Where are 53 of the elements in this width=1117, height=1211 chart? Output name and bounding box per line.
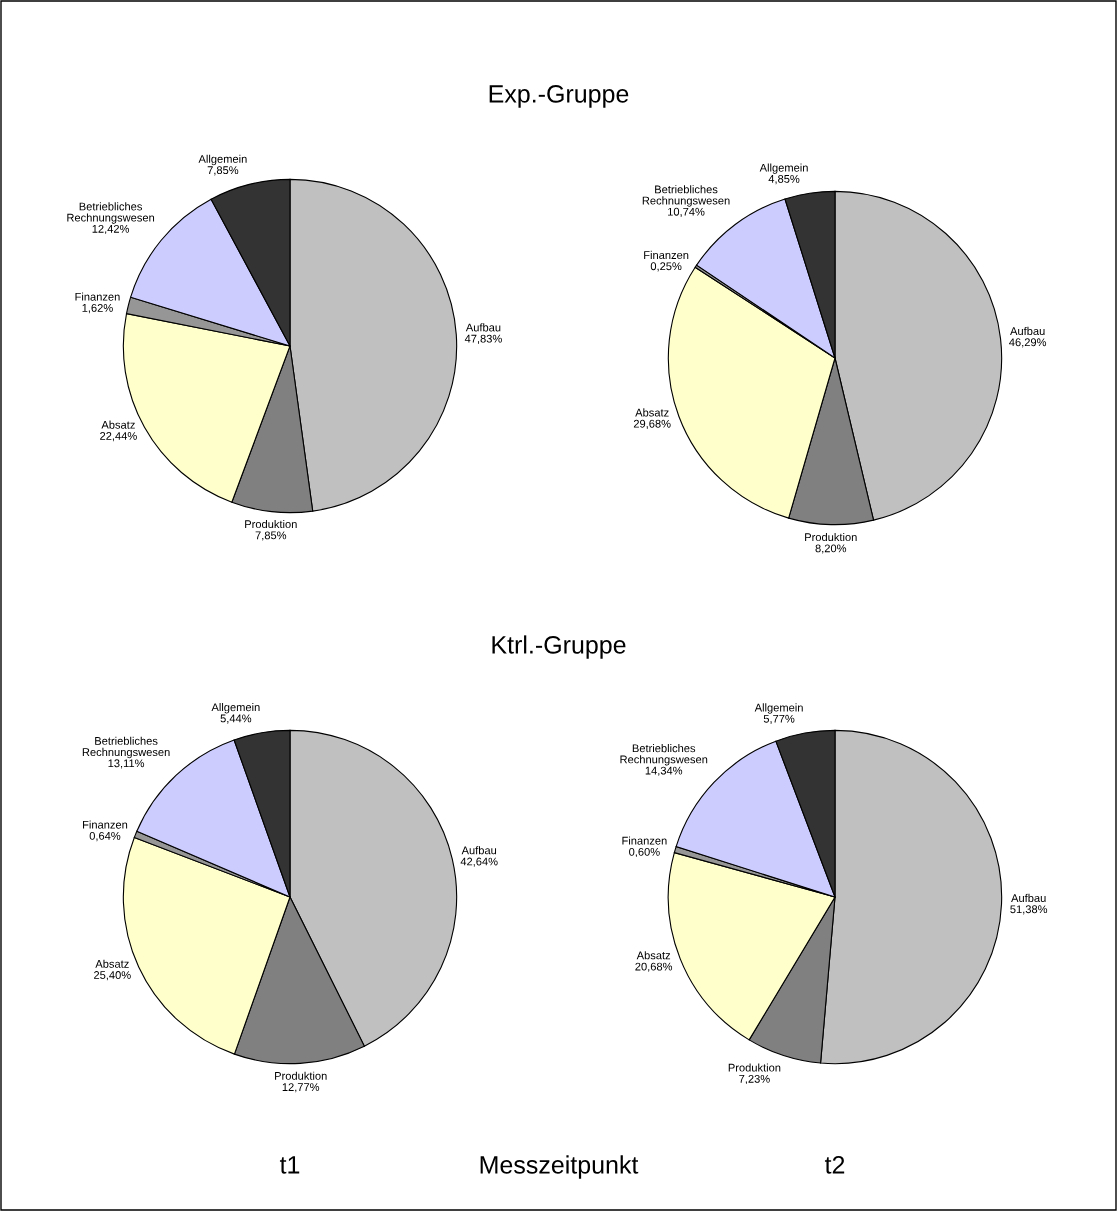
text: Messzeitpunkt [480, 1155, 639, 1179]
text: t1 [279, 1156, 300, 1174]
slice-label: Produktion [805, 532, 857, 542]
data-label: 7,85% [207, 166, 239, 176]
data-label: 8,20% [815, 544, 847, 554]
slice-label: Finanzen [644, 250, 689, 259]
slice-label: Betriebliches Rechnungswesen [642, 185, 730, 207]
slice-label: Absatz [95, 959, 129, 968]
slice-label: Betriebliches Rechnungswesen [82, 736, 170, 759]
data-label: 0,60% [629, 847, 660, 858]
slice-label: Absatz [101, 420, 135, 429]
data-label: 29,68% [633, 419, 671, 429]
slice-label: Finanzen [75, 292, 120, 301]
data-label: 0,25% [650, 262, 682, 272]
data-label: 20,68% [635, 962, 673, 972]
data-label: 13,11% [108, 759, 145, 769]
data-label: 7,85% [255, 531, 287, 541]
slice-label: Allgemein [198, 154, 247, 166]
data-label: 7,23% [739, 1074, 770, 1085]
slice-label: Absatz [636, 951, 671, 960]
data-label: 10,74% [668, 207, 705, 217]
data-label: 51,38% [1010, 905, 1048, 915]
data-label: 14,34% [645, 766, 683, 776]
data-label: 47,83% [464, 334, 502, 344]
data-label: 5,77% [763, 714, 795, 724]
slice-label: Produktion [275, 1071, 327, 1080]
text: t2 [824, 1156, 845, 1174]
data-label: 5,44% [220, 714, 252, 724]
slice-label: Aufbau [461, 846, 497, 855]
data-label: 22,44% [100, 432, 137, 442]
text: Exp.-Gruppe [489, 85, 629, 108]
slice-label: Allgemein [759, 163, 808, 174]
slice-label: Betriebliches Rechnungswesen [620, 744, 708, 766]
data-label: 12,77% [282, 1083, 320, 1093]
slice-label: Produktion [245, 519, 297, 529]
slice-label: Aufbau [1011, 893, 1046, 902]
slice-label: Finanzen [83, 820, 128, 829]
data-label: 25,40% [94, 971, 131, 981]
text: Ktrl.-Gruppe [492, 635, 626, 659]
data-label: 46,29% [1009, 338, 1047, 348]
slice-label: Absatz [635, 408, 669, 417]
slice-label: Aufbau [1010, 326, 1045, 336]
data-label: 0,64% [89, 831, 121, 842]
data-label: 42,64% [460, 857, 498, 867]
data-label: 1,62% [82, 304, 113, 314]
slice-label: Finanzen [622, 836, 667, 845]
slice-label: Allgemein [211, 703, 260, 714]
data-label: 4,85% [768, 174, 800, 185]
data-label: 12,42% [92, 224, 130, 235]
slice-label: Aufbau [465, 323, 501, 332]
slice-label: Produktion [728, 1063, 781, 1072]
slice-label: Betriebliches Rechnungswesen [67, 202, 155, 224]
slice-label: Allgemein [754, 703, 803, 714]
